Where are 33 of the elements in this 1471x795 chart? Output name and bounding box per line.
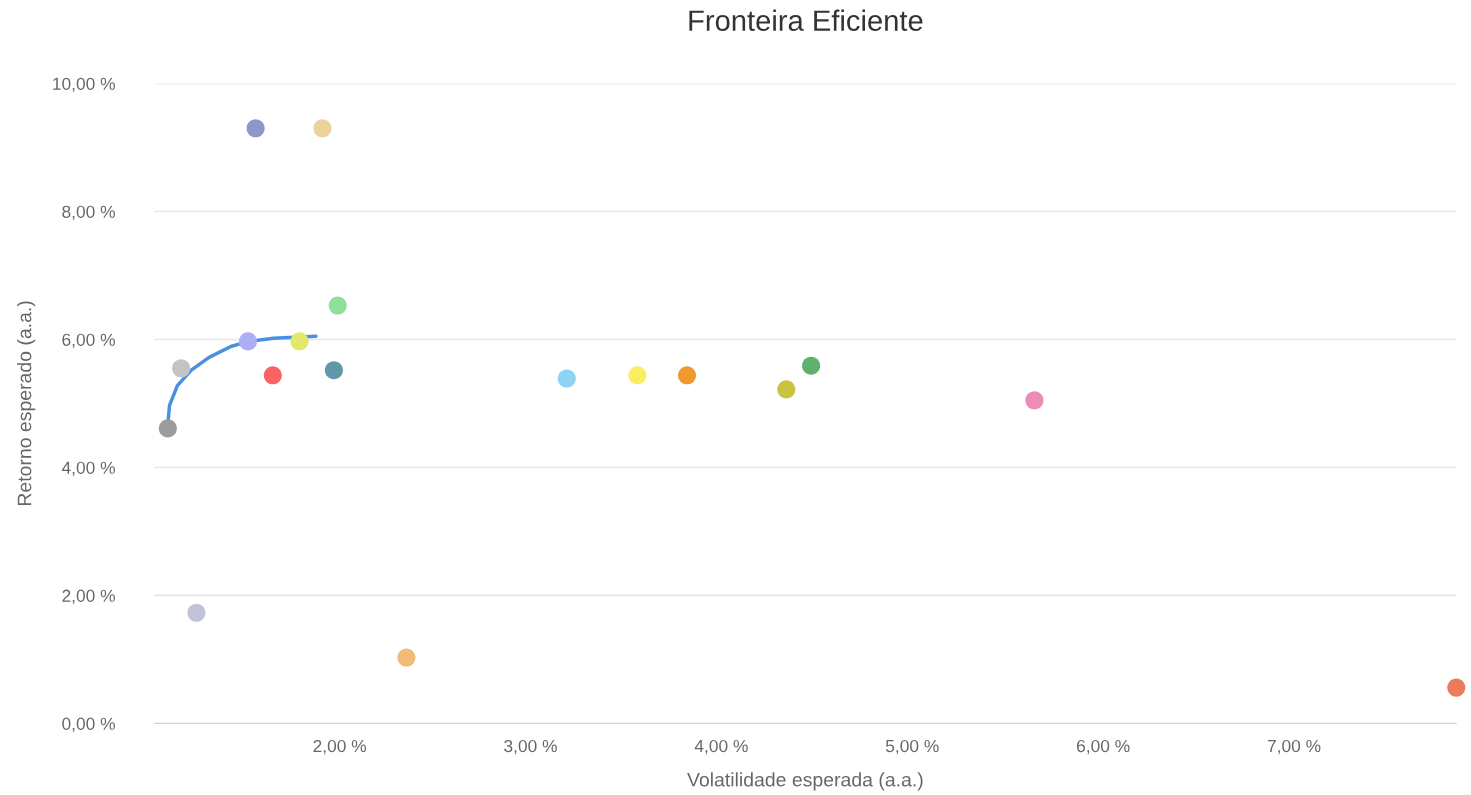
y-tick-label: 6,00 % bbox=[62, 333, 115, 348]
point bbox=[777, 380, 796, 399]
x-tick-label: 5,00 % bbox=[885, 739, 939, 755]
y-tick-label: 4,00 % bbox=[61, 461, 115, 476]
point bbox=[328, 296, 347, 315]
point bbox=[158, 419, 177, 438]
point bbox=[677, 366, 697, 385]
chart-title: Fronteira Eficiente bbox=[689, 9, 923, 31]
point bbox=[172, 359, 191, 378]
x-axis-title: Volatilidade esperada (a.a.) bbox=[687, 772, 923, 791]
y-tick-label: 10,00 % bbox=[53, 77, 115, 92]
x-tick-label: 3,00 % bbox=[504, 739, 557, 755]
point bbox=[1025, 391, 1044, 410]
point bbox=[187, 603, 206, 622]
point bbox=[290, 332, 309, 351]
x-tick-label: 6,00 % bbox=[1077, 739, 1130, 755]
point bbox=[397, 648, 416, 667]
x-tick-label: 7,00 % bbox=[1267, 739, 1321, 755]
x-tick-label: 4,00 % bbox=[694, 739, 748, 755]
y-tick-label: 8,00 % bbox=[62, 205, 115, 220]
y-axis-title: Retorno esperado (a.a.) bbox=[17, 301, 36, 506]
point bbox=[246, 119, 265, 138]
point bbox=[628, 366, 647, 385]
point bbox=[557, 369, 576, 388]
point bbox=[313, 119, 332, 138]
point bbox=[263, 366, 282, 385]
point bbox=[324, 361, 343, 380]
point bbox=[1447, 678, 1466, 697]
point bbox=[238, 332, 258, 351]
y-tick-label: 2,00 % bbox=[62, 589, 115, 604]
point bbox=[802, 356, 821, 375]
x-tick-label: 2,00 % bbox=[313, 739, 367, 755]
y-tick-label: 0,00 % bbox=[62, 717, 115, 732]
